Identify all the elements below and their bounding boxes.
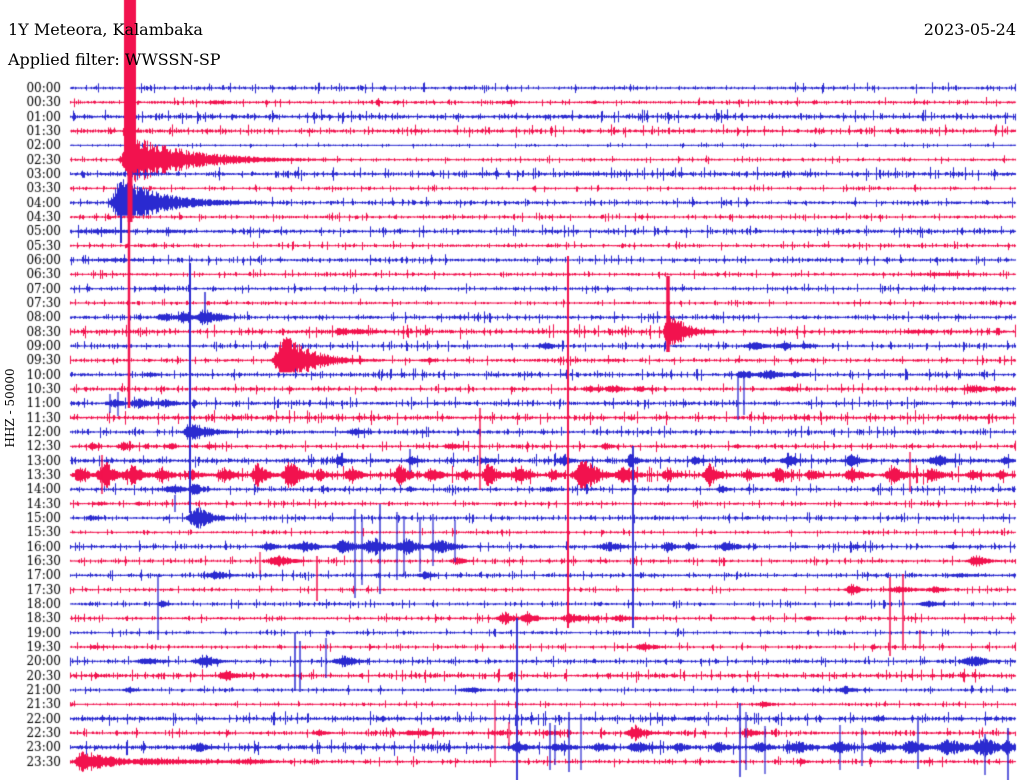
channel-scale-label: HHZ - 50000 [3, 368, 17, 448]
applied-filter-label: Applied filter: WWSSN-SP [8, 50, 221, 69]
date-label: 2023-05-24 [923, 20, 1016, 39]
station-title: 1Y Meteora, Kalambaka [8, 20, 203, 39]
